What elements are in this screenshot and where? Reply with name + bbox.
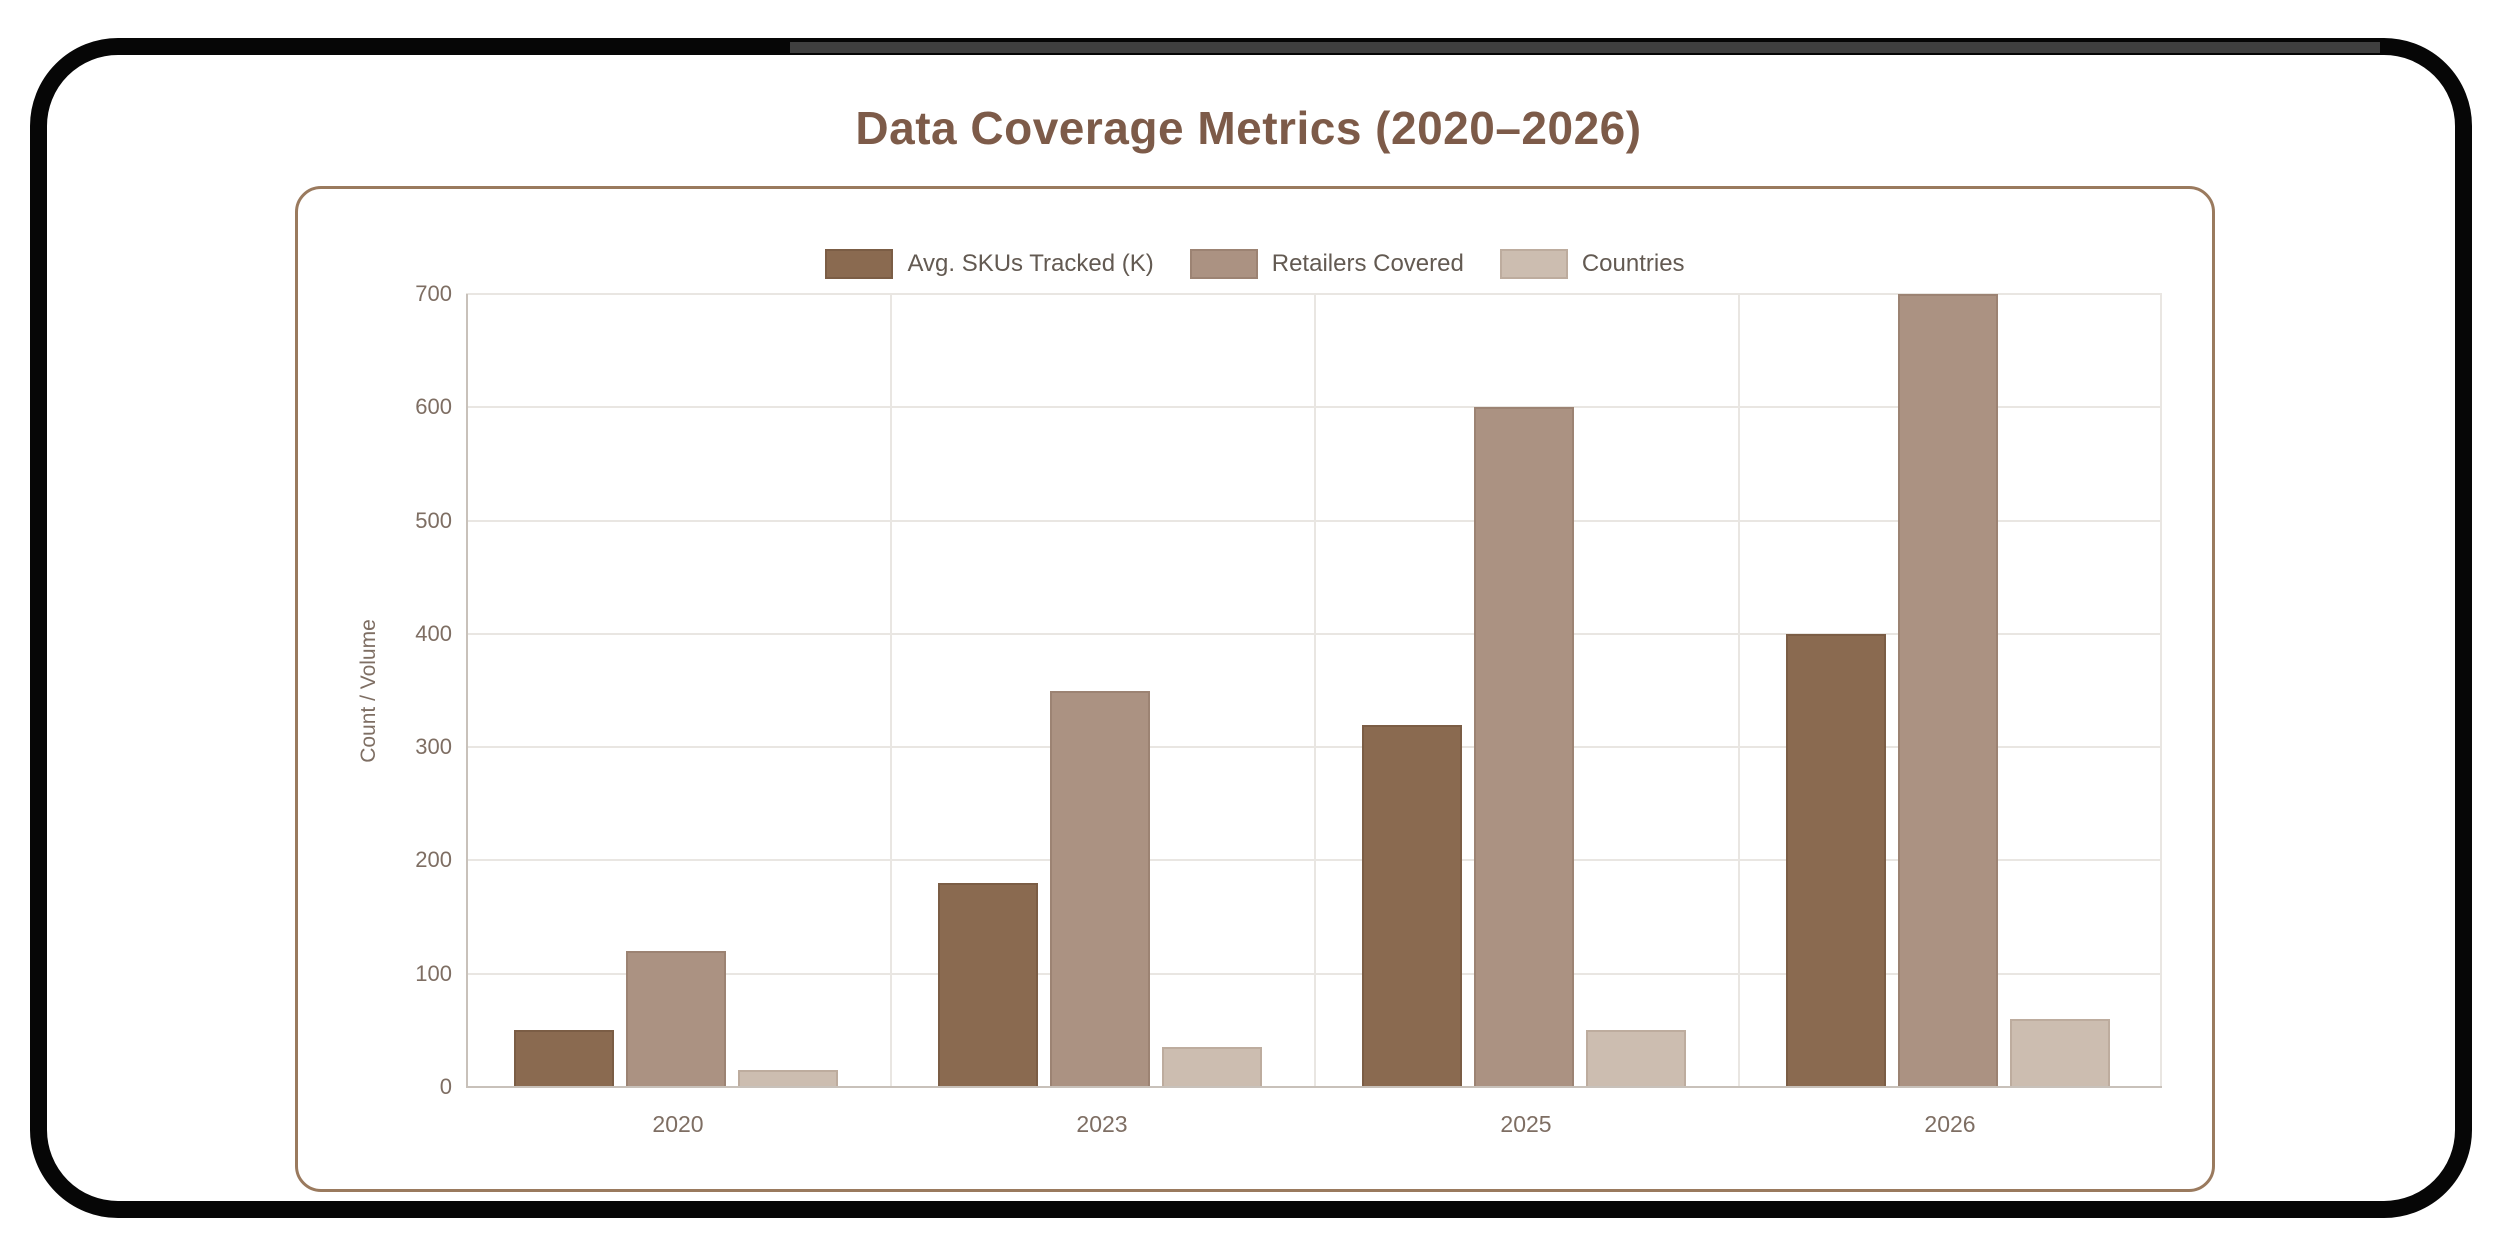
plot-area: [466, 293, 2162, 1088]
chart-legend: Avg. SKUs Tracked (K) Retailers Covered Co…: [298, 249, 2212, 279]
bar-retailers-covered-2023[interactable]: [1050, 690, 1150, 1087]
legend-label: Countries: [1581, 250, 1685, 277]
page-title: Data Coverage Metrics (2020–2026): [855, 101, 1642, 154]
bar-countries-2020[interactable]: [738, 1070, 838, 1087]
y-tick-label: 700: [415, 281, 452, 306]
y-tick-label: 0: [439, 1074, 452, 1099]
legend-item-retailers-covered[interactable]: Retailers Covered: [1189, 249, 1464, 279]
gridline-y-0: [466, 1086, 2162, 1088]
bar-countries-2023[interactable]: [1162, 1047, 1262, 1087]
y-tick-label: 100: [415, 960, 452, 986]
legend-swatch-countries: [1499, 249, 1568, 279]
legend-swatch-avg-skus-tracked-k: [825, 249, 894, 279]
bar-avg-skus-tracked-k-2023[interactable]: [938, 883, 1038, 1087]
chart-card: Avg. SKUs Tracked (K) Retailers Covered Co…: [295, 186, 2215, 1192]
x-tick-label: 2025: [1500, 1111, 1552, 1137]
gridline-x: [890, 294, 892, 1087]
x-tick-label: 2020: [652, 1111, 704, 1137]
bar-retailers-covered-2026[interactable]: [1898, 294, 1998, 1087]
y-tick-label: 400: [415, 620, 452, 646]
window-frame-top-edge: [790, 42, 2380, 53]
x-tick-label: 2026: [1924, 1111, 1976, 1137]
bar-countries-2026[interactable]: [2010, 1019, 2110, 1087]
bar-retailers-covered-2025[interactable]: [1474, 407, 1574, 1087]
bar-avg-skus-tracked-k-2025[interactable]: [1362, 724, 1462, 1087]
y-tick-label: 300: [415, 734, 452, 760]
legend-item-avg-skus-tracked-k[interactable]: Avg. SKUs Tracked (K): [825, 249, 1154, 279]
gridline-x: [1738, 294, 1740, 1087]
y-tick-label: 200: [415, 847, 452, 873]
y-tick-label: 600: [415, 394, 452, 420]
x-tick-label: 2023: [1076, 1111, 1128, 1137]
y-tick-label: 500: [415, 507, 452, 533]
y-axis-line: [466, 294, 468, 1087]
gridline-x: [2160, 294, 2162, 1087]
gridline-x: [1314, 294, 1316, 1087]
bar-retailers-covered-2020[interactable]: [626, 951, 726, 1087]
legend-item-countries[interactable]: Countries: [1499, 249, 1685, 279]
legend-label: Avg. SKUs Tracked (K): [907, 250, 1154, 277]
bar-countries-2025[interactable]: [1586, 1030, 1686, 1087]
bar-avg-skus-tracked-k-2026[interactable]: [1786, 633, 1886, 1087]
legend-swatch-retailers-covered: [1189, 249, 1258, 279]
legend-label: Retailers Covered: [1271, 250, 1464, 277]
bar-avg-skus-tracked-k-2020[interactable]: [514, 1030, 614, 1087]
